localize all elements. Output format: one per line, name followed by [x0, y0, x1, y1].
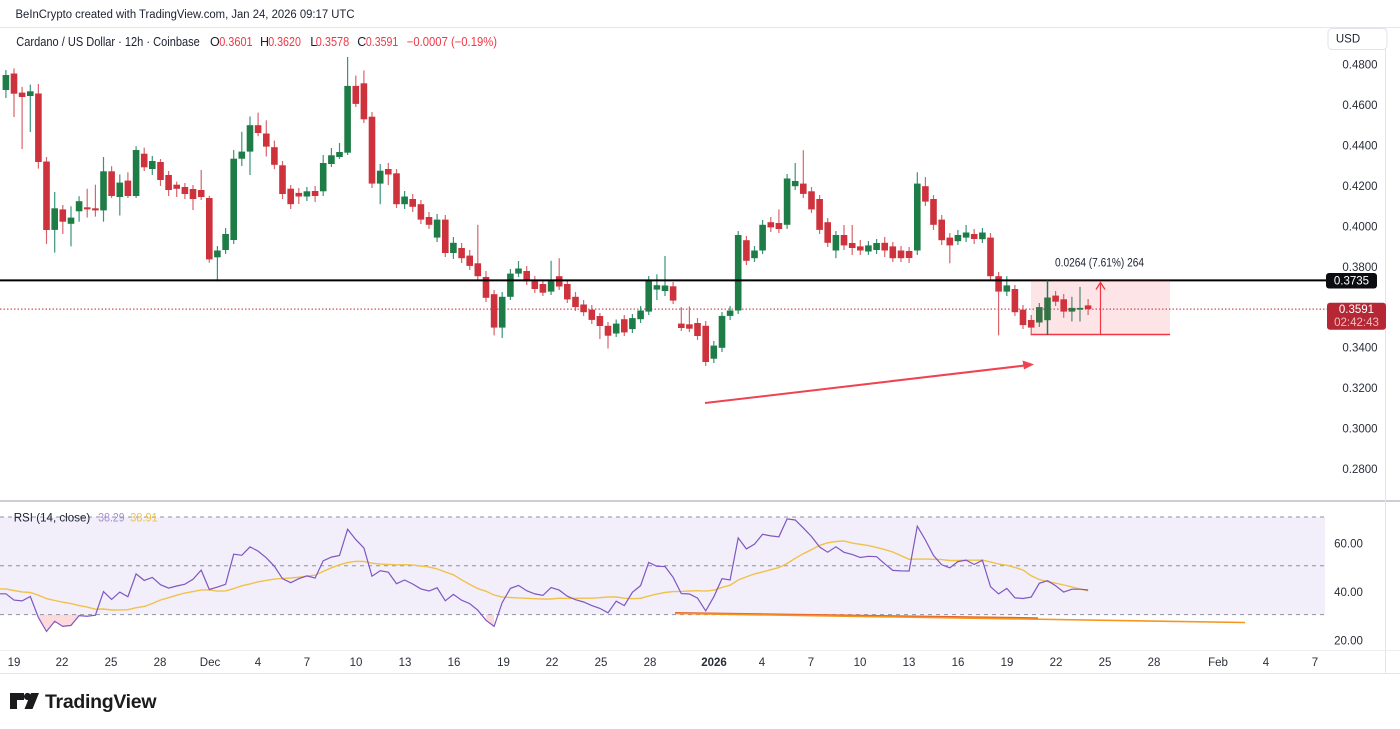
svg-text:7: 7: [808, 657, 814, 669]
svg-text:0.4200: 0.4200: [1342, 181, 1377, 193]
svg-text:60.00: 60.00: [1334, 538, 1363, 550]
svg-text:O: O: [210, 35, 220, 49]
svg-text:2026: 2026: [701, 657, 727, 669]
svg-text:25: 25: [1099, 657, 1112, 669]
svg-text:0.3591: 0.3591: [366, 35, 398, 49]
svg-text:Feb: Feb: [1208, 657, 1228, 669]
svg-text:0.4400: 0.4400: [1342, 140, 1377, 152]
svg-text:10: 10: [350, 657, 363, 669]
svg-text:0.0264 (7.61%) 264: 0.0264 (7.61%) 264: [1055, 258, 1145, 270]
svg-text:13: 13: [903, 657, 916, 669]
svg-text:16: 16: [448, 657, 461, 669]
svg-text:BeInCrypto created with Tradin: BeInCrypto created with TradingView.com,…: [16, 9, 355, 21]
svg-text:L: L: [310, 35, 317, 49]
svg-text:USD: USD: [1336, 34, 1360, 46]
svg-text:0.3591: 0.3591: [1339, 304, 1374, 316]
svg-text:0.3578: 0.3578: [316, 35, 349, 49]
svg-text:19: 19: [497, 657, 510, 669]
svg-text:22: 22: [1050, 657, 1063, 669]
svg-text:22: 22: [56, 657, 69, 669]
svg-text:0.4800: 0.4800: [1342, 60, 1377, 72]
svg-text:4: 4: [759, 657, 766, 669]
svg-text:28: 28: [644, 657, 657, 669]
svg-text:RSI (14, close): RSI (14, close): [14, 511, 91, 525]
svg-text:40.00: 40.00: [1334, 587, 1363, 599]
svg-text:TradingView: TradingView: [45, 691, 157, 713]
svg-text:38.91: 38.91: [130, 511, 158, 525]
svg-text:0.3200: 0.3200: [1342, 383, 1377, 395]
svg-text:0.3800: 0.3800: [1342, 262, 1377, 274]
svg-text:10: 10: [854, 657, 867, 669]
svg-text:25: 25: [105, 657, 118, 669]
svg-text:4: 4: [1263, 657, 1270, 669]
svg-text:7: 7: [1312, 657, 1318, 669]
svg-text:4: 4: [255, 657, 262, 669]
svg-text:Cardano / US Dollar · 12h · Co: Cardano / US Dollar · 12h · Coinbase: [16, 35, 200, 49]
svg-text:H: H: [260, 35, 269, 49]
svg-text:38.29: 38.29: [98, 511, 125, 525]
svg-text:0.3400: 0.3400: [1342, 343, 1377, 355]
svg-text:0.3735: 0.3735: [1334, 276, 1369, 288]
svg-text:19: 19: [1001, 657, 1014, 669]
svg-text:25: 25: [595, 657, 608, 669]
svg-text:28: 28: [154, 657, 167, 669]
svg-text:Dec: Dec: [200, 657, 221, 669]
svg-text:0.3620: 0.3620: [268, 35, 301, 49]
svg-text:22: 22: [546, 657, 559, 669]
svg-text:20.00: 20.00: [1334, 636, 1363, 648]
svg-text:0.3000: 0.3000: [1342, 424, 1377, 436]
svg-text:0.3601: 0.3601: [219, 35, 252, 49]
svg-text:16: 16: [952, 657, 965, 669]
svg-text:19: 19: [8, 657, 21, 669]
svg-text:0.4000: 0.4000: [1342, 221, 1377, 233]
svg-text:28: 28: [1148, 657, 1161, 669]
svg-text:7: 7: [304, 657, 310, 669]
svg-text:13: 13: [399, 657, 412, 669]
svg-text:0.4600: 0.4600: [1342, 100, 1377, 112]
svg-text:02:42:43: 02:42:43: [1334, 317, 1379, 329]
svg-text:C: C: [357, 35, 366, 49]
svg-text:0.2800: 0.2800: [1342, 464, 1377, 476]
svg-text:−0.0007 (−0.19%): −0.0007 (−0.19%): [407, 35, 497, 49]
